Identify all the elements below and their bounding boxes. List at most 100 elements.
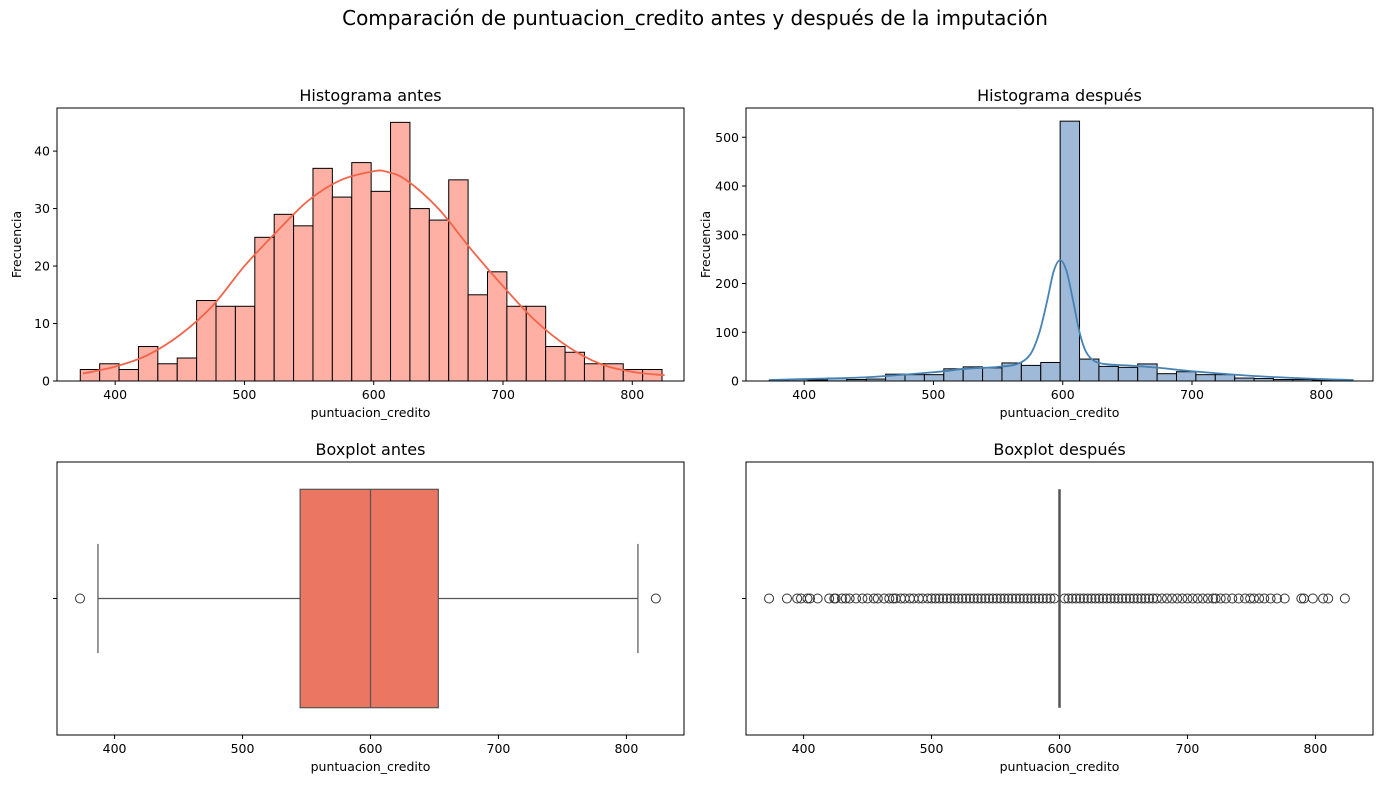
hist_despues-bar <box>1117 366 1139 382</box>
hist_antes-bar <box>409 208 430 382</box>
box_antes-xtick-label: 500 <box>231 741 255 756</box>
box-despues-outlier <box>972 593 983 604</box>
hist_despues-xlabel: puntuacion_credito <box>1000 405 1120 420</box>
hist_antes-bar <box>525 305 547 382</box>
box-despues-outlier <box>1202 593 1213 604</box>
hist_antes-bar <box>331 196 353 382</box>
box-despues-outlier <box>1045 593 1056 604</box>
hist_antes-ytick-label: 10 <box>34 316 50 331</box>
box-despues-outlier <box>1323 593 1334 604</box>
box-despues-outlier <box>1113 593 1124 604</box>
hist_despues-bar <box>1059 120 1081 382</box>
box-despues-outlier <box>1307 593 1318 604</box>
hist_antes-xtick-label: 500 <box>233 387 257 402</box>
box-despues-outlier <box>1177 593 1188 604</box>
box-despues-outlier <box>1105 593 1116 604</box>
hist_despues-xtick-label: 800 <box>1309 387 1333 402</box>
box-despues-outlier <box>1259 593 1270 604</box>
hist_despues-bar <box>904 374 925 382</box>
box-despues-outlier <box>1272 593 1283 604</box>
hist_despues-ytick-label: 500 <box>715 130 739 145</box>
box_despues-xtick-label: 700 <box>1176 741 1200 756</box>
box-despues-outlier <box>836 593 847 604</box>
box-despues-outlier <box>1071 593 1082 604</box>
box-despues-outlier <box>1140 593 1151 604</box>
box-despues-outlier <box>976 593 987 604</box>
hist_antes-ytick-label: 0 <box>42 374 50 389</box>
hist_antes-xtick-label: 600 <box>362 387 386 402</box>
box-despues-outlier <box>941 593 952 604</box>
box_despues-xtick-label: 500 <box>920 741 944 756</box>
box-despues-outlier <box>995 593 1006 604</box>
hist_antes-bar <box>176 357 198 382</box>
box-despues-outlier <box>1151 593 1162 604</box>
box-despues-outlier <box>964 593 975 604</box>
box-despues-outlier <box>1086 593 1097 604</box>
box_despues-panel: 400 500 600 700 800 puntuacion_credito Boxplot… <box>742 440 1374 774</box>
box_antes-title: Boxplot antes <box>316 440 426 459</box>
box-despues-outlier <box>1144 593 1155 604</box>
box-despues-outlier <box>792 593 803 604</box>
box-despues-outlier <box>949 593 960 604</box>
box-despues-outlier <box>879 593 890 604</box>
box-despues-outlier <box>1192 593 1203 604</box>
hist_antes-title: Histograma antes <box>299 86 441 105</box>
box-despues-outlier <box>1254 593 1265 604</box>
hist_antes-bar <box>467 294 488 382</box>
hist_antes-panel: 0 10 20 30 40 Frecuencia 400 500 600 700 800 puntua… <box>9 86 685 420</box>
box-despues-outlier <box>802 593 813 604</box>
box-despues-outlier <box>764 593 775 604</box>
box-despues-outlier <box>1082 593 1093 604</box>
box-despues-outlier <box>1018 593 1029 604</box>
hist_despues-frame <box>745 107 1374 382</box>
box_antes-xtick-label: 700 <box>487 741 511 756</box>
box-despues-outlier <box>862 593 873 604</box>
box-despues-outlier <box>1318 593 1329 604</box>
box_antes-xlabel: puntuacion_credito <box>311 759 431 774</box>
box-despues-outlier <box>1248 593 1259 604</box>
hist_despues-title: Histograma después <box>977 86 1142 105</box>
box-despues-outlier <box>987 593 998 604</box>
box-despues-outlier <box>1074 593 1085 604</box>
hist_despues-xtick-label: 700 <box>1180 387 1204 402</box>
hist_despues-bar <box>923 374 945 382</box>
hist_antes-bar <box>215 305 236 382</box>
box-antes-outlier <box>75 593 86 604</box>
hist_despues-bar <box>1214 374 1236 382</box>
hist_despues-ytick-label: 400 <box>715 179 739 194</box>
hist_antes-bar <box>273 213 295 382</box>
hist_antes-ytick-label: 30 <box>34 201 50 216</box>
box-despues-outlier <box>1010 593 1021 604</box>
box-despues-outlier <box>1156 593 1167 604</box>
hist_antes-xtick-label: 400 <box>103 387 127 402</box>
box-despues-outlier <box>1098 593 1109 604</box>
box-despues-outlier <box>1094 593 1105 604</box>
box-despues-outlier <box>857 593 868 604</box>
box-despues-outlier <box>926 593 937 604</box>
hist_antes-bar <box>390 121 411 382</box>
hist_despues-panel: 0 100 200 300 400 500 Frecuencia 400 500 600 700 80… <box>698 86 1374 420</box>
hist_antes-ytick-label: 40 <box>34 144 50 159</box>
box-despues-outlier <box>1067 593 1078 604</box>
box-despues-outlier <box>1090 593 1101 604</box>
box-despues-outlier <box>1063 593 1074 604</box>
box-despues-outlier <box>1182 593 1193 604</box>
box-despues-outlier <box>1233 593 1244 604</box>
box-antes-outlier <box>650 593 661 604</box>
box-antes-iqr <box>299 488 439 709</box>
box_antes-xtick-label: 600 <box>359 741 383 756</box>
hist_antes-bar <box>506 305 527 382</box>
box-despues-outlier <box>844 593 855 604</box>
hist_antes-bar <box>118 369 139 382</box>
hist_antes-bar <box>254 236 275 382</box>
box-despues-outlier <box>1030 593 1041 604</box>
box-despues-outlier <box>1215 593 1226 604</box>
box-despues-outlier <box>1014 593 1025 604</box>
box-despues-outlier <box>957 593 968 604</box>
box-despues-outlier <box>1172 593 1183 604</box>
box-despues-outlier <box>1220 593 1231 604</box>
figure-title: Comparación de puntuacion_credito antes … <box>342 6 1048 30</box>
box-despues-outlier <box>930 593 941 604</box>
box-despues-outlier <box>968 593 979 604</box>
hist_despues-bar <box>1156 373 1177 382</box>
